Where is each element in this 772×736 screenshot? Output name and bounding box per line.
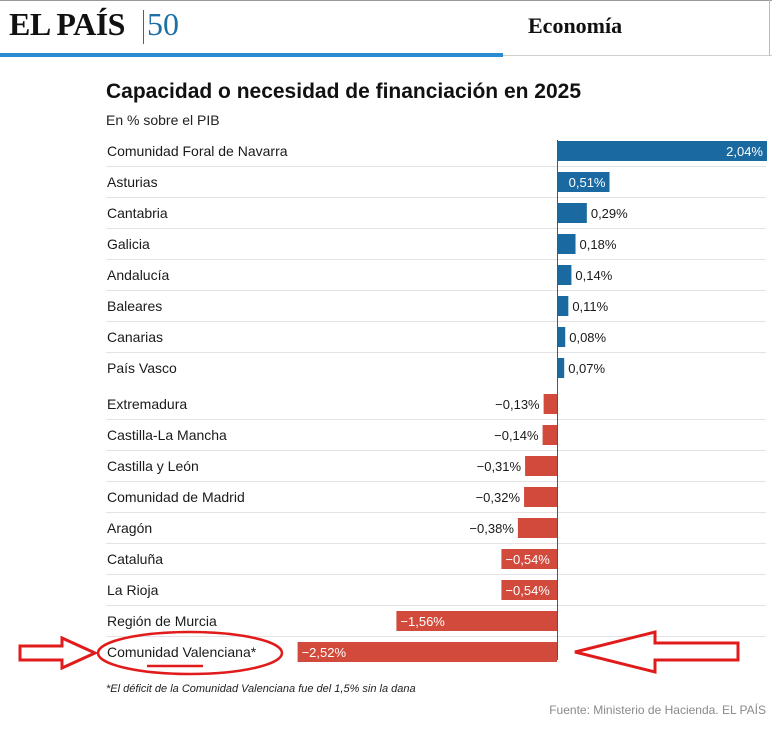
category-label: Aragón (107, 520, 152, 536)
value-label: 0,08% (569, 330, 606, 345)
bar (501, 549, 557, 569)
chart-title: Capacidad o necesidad de financiación en… (106, 80, 582, 103)
bar (525, 456, 557, 476)
header-edge (769, 0, 770, 56)
value-label: −1,56% (400, 614, 445, 629)
value-label: −0,54% (505, 583, 550, 598)
category-label: Cantabria (107, 205, 168, 221)
value-label: −0,38% (469, 521, 514, 536)
bar (501, 580, 557, 600)
value-label: 0,18% (580, 237, 617, 252)
value-label: −0,13% (495, 397, 540, 412)
category-label: La Rioja (107, 582, 159, 598)
value-label: 2,04% (726, 144, 763, 159)
right-arrow-icon (574, 630, 740, 674)
category-label: Andalucía (107, 267, 169, 283)
header-rule (503, 55, 772, 56)
el-pais-logo[interactable]: EL PAÍS (9, 6, 125, 42)
chart-subtitle: En % sobre el PIB (106, 112, 220, 128)
bar (557, 172, 610, 192)
bar (557, 296, 569, 316)
site-header: EL PAÍS 50 Economía (0, 0, 772, 58)
value-label: −0,14% (494, 428, 539, 443)
bar (543, 394, 557, 414)
value-label: −0,31% (477, 459, 522, 474)
value-label: 0,11% (572, 299, 608, 314)
bar (557, 234, 576, 254)
logo-separator (143, 10, 144, 44)
anniversary-badge: 50 (147, 6, 179, 42)
chart-source: Fuente: Ministerio de Hacienda. EL PAÍS (549, 703, 766, 717)
category-label: Comunidad de Madrid (107, 489, 245, 505)
section-title[interactable]: Economía (528, 13, 623, 38)
value-label: 0,51% (569, 175, 606, 190)
category-label: Canarias (107, 329, 163, 345)
category-label: Región de Murcia (107, 613, 217, 629)
category-label: Comunidad Foral de Navarra (107, 143, 288, 159)
category-label: Cataluña (107, 551, 163, 567)
bar (396, 611, 557, 631)
bar (517, 518, 557, 538)
value-label: −0,32% (476, 490, 521, 505)
value-label: −0,54% (505, 552, 550, 567)
value-label: −2,52% (302, 645, 347, 660)
bar (557, 327, 566, 347)
bar (557, 358, 565, 378)
category-label: Comunidad Valenciana* (107, 644, 257, 660)
bar (542, 425, 557, 445)
value-label: 0,14% (575, 268, 612, 283)
category-label: Extremadura (107, 396, 187, 412)
category-label: Galicia (107, 236, 150, 252)
header-accent-rule (0, 53, 503, 57)
bar (557, 141, 767, 161)
bar (557, 203, 587, 223)
category-label: Baleares (107, 298, 162, 314)
chart-footnote: *El déficit de la Comunidad Valenciana f… (106, 683, 416, 695)
header-top-rule (0, 0, 772, 1)
value-label: 0,29% (591, 206, 628, 221)
category-label: País Vasco (107, 360, 177, 376)
value-label: 0,07% (568, 361, 605, 376)
bar (524, 487, 557, 507)
category-label: Asturias (107, 174, 158, 190)
left-arrow-icon (18, 635, 99, 671)
bar (297, 642, 557, 662)
bar (557, 265, 572, 285)
category-label: Castilla-La Mancha (107, 427, 227, 443)
category-label: Castilla y León (107, 458, 199, 474)
